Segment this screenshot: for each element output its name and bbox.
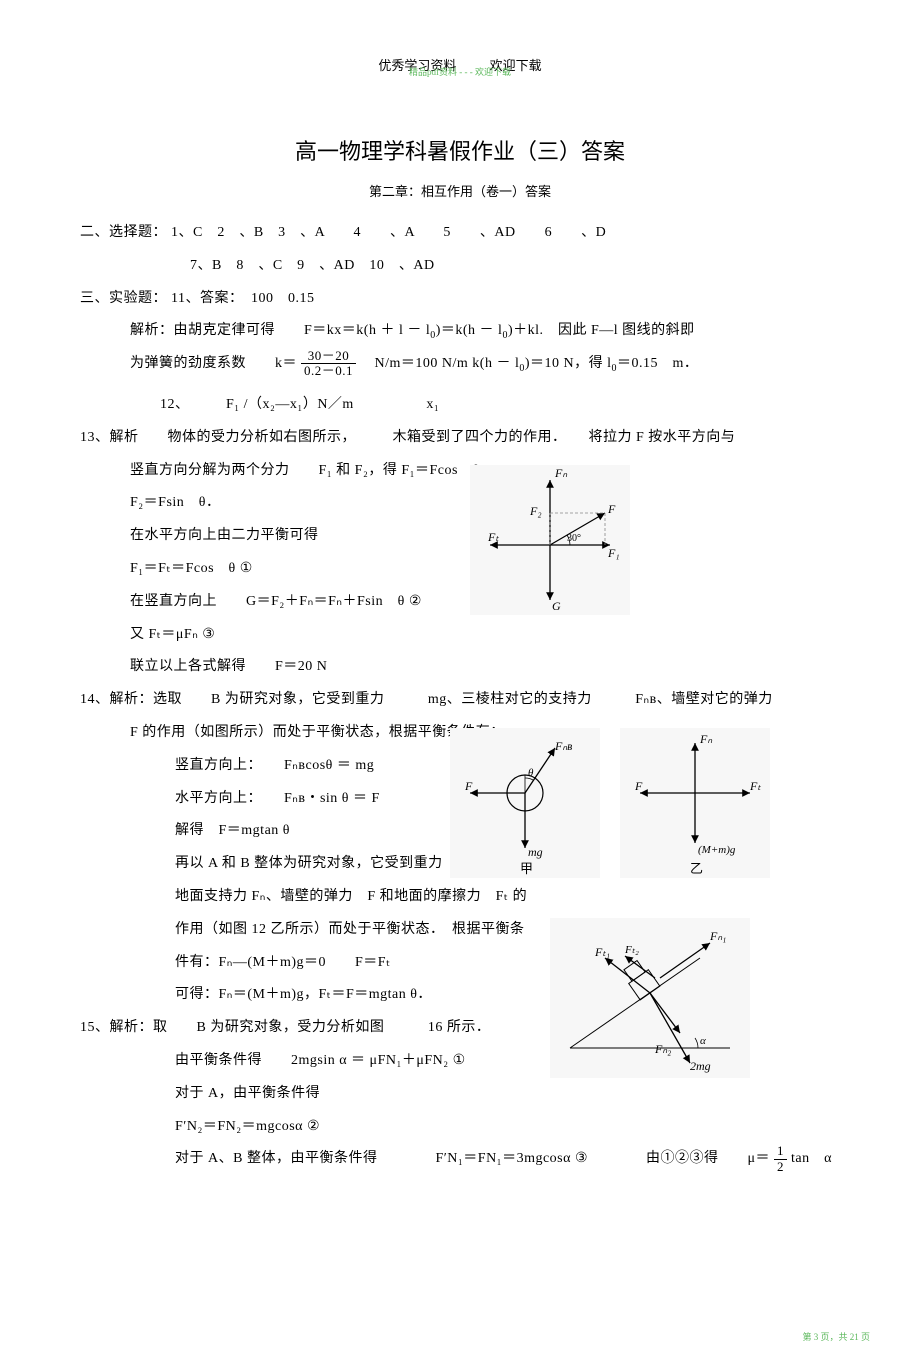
svg-text:F₂: F₂	[529, 504, 542, 518]
page-subtitle: 第二章：相互作用（卷一）答案	[0, 181, 920, 200]
svg-text:Fₜ: Fₜ	[749, 779, 761, 793]
svg-text:2mg: 2mg	[690, 1059, 711, 1073]
q11-explain-1: 解析：由胡克定律可得 F＝kx＝k(h ＋ l － l0)＝k(h － l0)＋…	[80, 316, 840, 347]
svg-text:Fₙ₂: Fₙ₂	[654, 1042, 671, 1056]
section-3-header: 三、实验题： 11、答案： 100 0.15	[80, 284, 840, 315]
q11-explain-2: 为弹簧的劲度系数 k＝ 30－20 0.2－0.1 N/m＝100 N/m k(…	[80, 349, 840, 380]
svg-text:mg: mg	[528, 845, 543, 859]
q13-l7: 又 Fₜ＝μFₙ ③	[80, 620, 840, 651]
q13-l8: 联立以上各式解得 F＝20 N	[80, 652, 840, 683]
diagram-q13: Fₙ F₂ F Fₜ F₁ G 30°	[470, 465, 630, 615]
svg-text:甲: 甲	[520, 861, 533, 876]
q13-l1: 13、解析 物体的受力分析如右图所示， 木箱受到了四个力的作用． 将拉力 F 按…	[80, 423, 840, 454]
svg-text:G: G	[552, 599, 561, 613]
svg-text:F₁: F₁	[607, 546, 620, 560]
svg-text:乙: 乙	[690, 861, 703, 876]
main-content: 二、选择题： 1、C 2 、B 3 、A 4 、A 5 、AD 6 、D 7、B…	[0, 218, 920, 1175]
section-2-header: 二、选择题： 1、C 2 、B 3 、A 4 、A 5 、AD 6 、D	[80, 218, 840, 249]
q14-l1: 14、解析：选取 B 为研究对象，它受到重力 mg、三棱柱对它的支持力 Fₙʙ、…	[80, 685, 840, 716]
svg-text:F: F	[634, 779, 643, 793]
svg-text:Fₙ: Fₙ	[699, 732, 712, 746]
svg-text:θ: θ	[528, 767, 534, 779]
q13-l5: F₁＝Fₜ＝Fcos θ ①	[80, 554, 840, 585]
svg-text:Fₙ: Fₙ	[554, 466, 567, 480]
answers-1-6: 1、C 2 、B 3 、A 4 、A 5 、AD 6 、D	[171, 225, 606, 240]
q13-l2: 竖直方向分解为两个分力 F₁ 和 F₂，得 F₁＝Fcos θ，	[80, 456, 840, 487]
q13-l3: F₂＝Fsin θ．	[80, 488, 840, 519]
svg-text:Fₜ₁: Fₜ₁	[594, 945, 610, 959]
page-title: 高一物理学科暑假作业（三）答案	[0, 134, 920, 166]
q15-l5: 对于 A、B 整体，由平衡条件得 F′N₁＝FN₁＝3mgcosα ③ 由①②③…	[80, 1144, 840, 1175]
svg-text:(M+m)g: (M+m)g	[698, 844, 736, 856]
q15-l3: 对于 A，由平衡条件得	[80, 1079, 840, 1110]
svg-text:Fₙ₁: Fₙ₁	[709, 929, 726, 943]
diagram-q15: Fₙ₁ Fₜ₁ Fₜ₂ Fₙ₂ 2mg α	[550, 918, 750, 1078]
watermark-top: 精品pdf资料 - - - 欢迎下载	[409, 65, 511, 78]
fraction-mu: 1 2	[774, 1144, 787, 1174]
q12: 12、 F₁ /（x₂―x₁）N／m x₁	[80, 390, 840, 421]
diagram-q14b: Fₙ F Fₜ (M+m)g 乙	[620, 728, 770, 878]
q14-l7: 地面支持力 Fₙ、墙壁的弹力 F 和地面的摩擦力 Fₜ 的	[80, 882, 840, 913]
fraction-k: 30－20 0.2－0.1	[301, 349, 356, 379]
answers-7-10: 7、B 8 、C 9 、AD 10 、AD	[80, 251, 840, 282]
section-2-label: 二、选择题：	[80, 225, 167, 240]
svg-text:Fₜ: Fₜ	[487, 530, 499, 544]
section-3-label: 三、实验题：	[80, 291, 167, 306]
q13-l4: 在水平方向上由二力平衡可得	[80, 521, 840, 552]
svg-text:Fₙʙ: Fₙʙ	[554, 739, 572, 753]
svg-text:30°: 30°	[567, 533, 581, 544]
q13-l6: 在竖直方向上 G＝F₂＋Fₙ＝Fₙ＋Fsin θ ②	[80, 587, 840, 618]
svg-text:F: F	[464, 779, 473, 793]
page-number: 第 3 页，共 21 页	[802, 1330, 870, 1343]
diagram-q14a: Fₙʙ θ F mg 甲	[450, 728, 600, 878]
q15-l4: F′N₂＝FN₂＝mgcosα ②	[80, 1112, 840, 1143]
svg-text:Fₜ₂: Fₜ₂	[624, 944, 639, 956]
q11-ans: 11、答案： 100 0.15	[171, 291, 314, 306]
svg-text:α: α	[700, 1035, 706, 1047]
svg-text:F: F	[607, 502, 616, 516]
